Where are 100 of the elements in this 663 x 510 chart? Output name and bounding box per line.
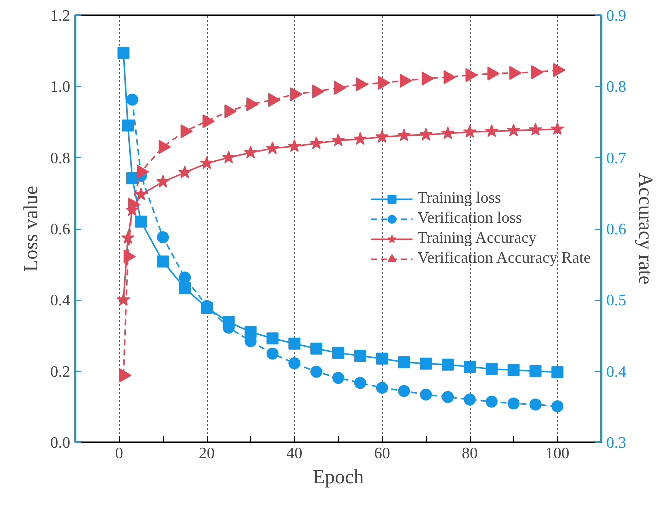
- point: [510, 66, 522, 80]
- point: [119, 368, 132, 383]
- point: [290, 87, 303, 102]
- point: [288, 358, 301, 370]
- point: [332, 347, 344, 360]
- point: [378, 76, 390, 90]
- y-tick-label: 1.0: [50, 79, 70, 96]
- point: [376, 382, 388, 394]
- x-tick-label: 20: [199, 446, 215, 462]
- y2-tick-label: 0.3: [606, 435, 626, 452]
- point: [508, 364, 520, 376]
- y-tick-label: 1.2: [50, 8, 70, 25]
- point: [531, 65, 544, 80]
- y2-tick-label: 0.9: [606, 8, 626, 25]
- point: [550, 122, 564, 136]
- point: [121, 231, 135, 244]
- point: [488, 66, 500, 81]
- point: [178, 166, 192, 179]
- point: [530, 398, 542, 411]
- point: [420, 358, 432, 370]
- x-axis-title: Epoch: [312, 466, 364, 488]
- point: [530, 365, 542, 378]
- point: [222, 150, 236, 164]
- point: [334, 81, 347, 96]
- point: [312, 84, 325, 99]
- point: [156, 175, 170, 188]
- point: [117, 293, 130, 306]
- point: [224, 104, 237, 119]
- point: [529, 123, 542, 136]
- point: [354, 350, 366, 362]
- y2-axis-title: Accuracy rate: [634, 173, 656, 285]
- point: [354, 132, 368, 146]
- point: [486, 396, 498, 408]
- point: [441, 126, 455, 140]
- x-tick-label: 60: [374, 446, 390, 462]
- point: [268, 93, 281, 108]
- point: [507, 124, 521, 137]
- x-tick-label: 0: [115, 446, 124, 462]
- y-axis-title: Loss value: [20, 186, 42, 272]
- point: [464, 361, 476, 374]
- point: [332, 134, 346, 147]
- point: [508, 398, 520, 410]
- x-tick-label: 100: [546, 446, 570, 462]
- point: [376, 130, 390, 143]
- point: [118, 47, 130, 60]
- point: [464, 394, 476, 406]
- point: [442, 391, 454, 404]
- point: [356, 78, 368, 92]
- point: [179, 282, 192, 294]
- point: [332, 372, 344, 384]
- y-tick-label: 0.2: [50, 364, 70, 381]
- point: [354, 377, 366, 390]
- point: [128, 198, 140, 212]
- point: [552, 366, 564, 378]
- point: [288, 139, 302, 152]
- x-tick-label: 40: [286, 446, 303, 462]
- point: [444, 70, 456, 84]
- point: [288, 338, 301, 350]
- y-tick-label: 0.8: [50, 150, 70, 168]
- y-tick-label: 0.0: [50, 435, 70, 452]
- point: [158, 140, 172, 154]
- point: [266, 142, 280, 154]
- point: [134, 188, 148, 201]
- y2-tick-label: 0.8: [606, 79, 626, 96]
- point: [486, 363, 498, 376]
- legend-label: Training loss: [418, 190, 502, 208]
- point: [485, 124, 499, 138]
- point: [136, 165, 150, 180]
- point: [310, 136, 324, 150]
- point: [400, 74, 412, 88]
- point: [135, 216, 148, 228]
- point: [244, 146, 258, 159]
- legend-label: Verification loss: [418, 210, 522, 228]
- x-tick-label: 80: [462, 446, 478, 462]
- y2-tick-label: 0.5: [606, 292, 626, 310]
- point: [179, 272, 192, 284]
- point: [122, 120, 134, 132]
- y-tick-label: 0.6: [50, 222, 70, 238]
- point: [310, 342, 323, 355]
- point: [157, 256, 170, 268]
- y2-tick-label: 0.7: [606, 150, 626, 168]
- point: [124, 250, 136, 264]
- point: [310, 366, 323, 378]
- point: [126, 94, 138, 106]
- point: [180, 124, 194, 138]
- point: [200, 156, 214, 170]
- legend-label: Verification Accuracy Rate: [418, 250, 591, 268]
- y-tick-label: 0.4: [50, 292, 70, 310]
- point: [266, 348, 279, 360]
- point: [552, 400, 564, 413]
- point: [202, 114, 216, 129]
- point: [419, 128, 433, 141]
- point: [246, 97, 259, 112]
- point: [376, 352, 388, 365]
- point: [398, 385, 410, 398]
- point: [422, 72, 434, 86]
- point: [398, 128, 411, 142]
- point: [466, 68, 478, 82]
- point: [266, 332, 279, 345]
- point: [420, 388, 432, 401]
